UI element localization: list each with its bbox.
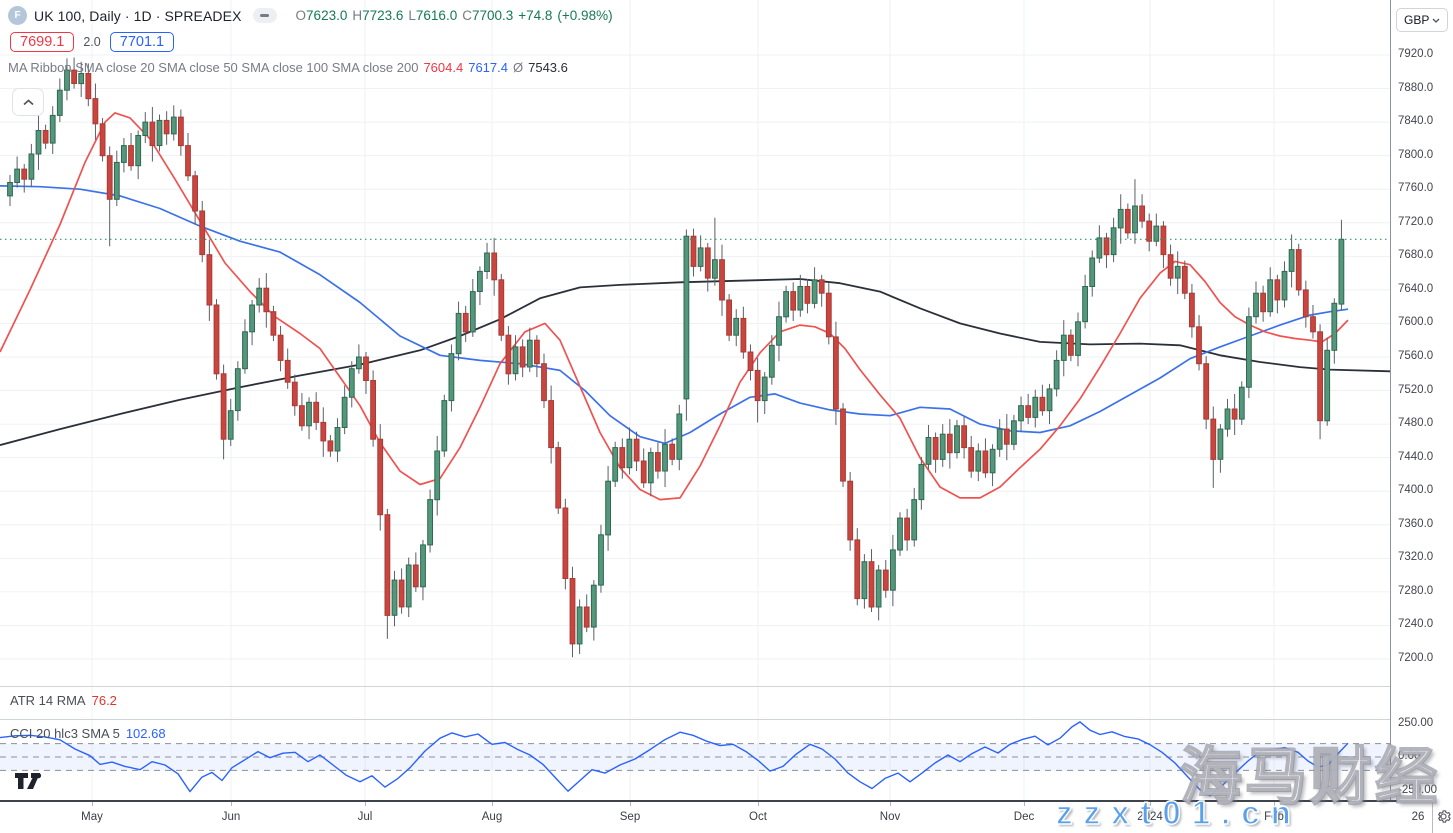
time-axis[interactable]: May Jun Jul Aug Sep Oct Nov Dec 2024 Feb 26 (0, 800, 1453, 833)
price-tick: 7680.0 (1398, 249, 1434, 262)
price-tick: 7440.0 (1398, 450, 1434, 463)
gear-icon (1437, 810, 1451, 823)
time-tick-label: Jul (357, 811, 373, 823)
currency-label: GBP (1404, 13, 1430, 27)
time-tick-label: Jun (221, 811, 241, 823)
price-tick: 7480.0 (1398, 417, 1434, 430)
tradingview-logo[interactable] (14, 772, 46, 790)
pane-separator-atr[interactable] (0, 686, 1390, 687)
average-symbol: Ø (512, 60, 524, 75)
cci-label: CCI 20 hlc3 SMA 5 (10, 726, 120, 741)
high-value: 7723.6 (362, 8, 404, 23)
low-value: 7616.0 (415, 8, 458, 23)
time-tick-mark (365, 802, 366, 806)
time-tick-label: 26 (1411, 811, 1425, 823)
time-tick-label: Nov (879, 811, 901, 823)
candlestick-chart-canvas[interactable] (0, 0, 1390, 800)
time-tick-label: Oct (749, 811, 767, 823)
price-tick: 7880.0 (1398, 81, 1434, 94)
time-tick-label: 2024 (1137, 811, 1163, 823)
collapse-legend-button[interactable] (12, 88, 44, 116)
price-tick: 7520.0 (1398, 383, 1434, 396)
price-tick: 7640.0 (1398, 282, 1434, 295)
cci-tick: 0.00 (1398, 750, 1421, 762)
symbol-logo: F (8, 6, 27, 25)
time-tick-label: Sep (619, 811, 641, 823)
price-tick: 7320.0 (1398, 551, 1434, 564)
price-tick: 7240.0 (1398, 618, 1434, 631)
chevron-up-icon (22, 98, 34, 105)
ma-ribbon-legend[interactable]: MA Ribbon SMA close 20 SMA close 50 SMA … (8, 60, 613, 75)
sma200-value: 7543.6 (528, 60, 568, 75)
price-axis[interactable]: GBP 7920.0 7880.0 7840.0 7800.0 7760.0 7720.0… (1390, 0, 1453, 800)
time-tick-mark (758, 802, 759, 806)
buy-price-button[interactable]: 7701.1 (109, 32, 175, 52)
time-tick-mark (492, 802, 493, 806)
time-tick-mark (890, 802, 891, 806)
cci-indicator-legend[interactable]: CCI 20 hlc3 SMA 5 102.68 (10, 726, 166, 741)
chart-legend: F UK 100, Daily · 1D · SPREADEX O7623.0 … (8, 6, 613, 75)
time-tick-mark (1150, 802, 1151, 806)
ohlc-values: O7623.0 H7723.6 L7616.0 C7700.3 +74.8 (+… (295, 8, 613, 23)
ma-ribbon-label: MA Ribbon SMA close 20 SMA close 50 SMA … (8, 60, 419, 75)
symbol-title[interactable]: UK 100, Daily · 1D · SPREADEX (34, 7, 242, 24)
hide-legend-button[interactable] (252, 8, 277, 23)
time-tick-label: Dec (1013, 811, 1035, 823)
atr-indicator-legend[interactable]: ATR 14 RMA 76.2 (10, 693, 117, 708)
cci-tick: -250.00 (1398, 783, 1438, 796)
axis-settings-button[interactable] (1432, 800, 1453, 833)
price-tick: 7720.0 (1398, 215, 1434, 228)
time-tick-mark (231, 802, 232, 806)
open-value: 7623.0 (306, 8, 348, 23)
pane-separator-cci[interactable] (0, 719, 1390, 720)
time-tick-mark (1274, 802, 1275, 806)
price-tick: 7600.0 (1398, 316, 1434, 329)
price-tick: 7400.0 (1398, 484, 1434, 497)
sma20-value: 7604.4 (423, 60, 464, 75)
cci-value: 102.68 (125, 726, 166, 741)
price-tick: 7760.0 (1398, 182, 1434, 195)
time-tick-mark (630, 802, 631, 806)
price-tick: 7280.0 (1398, 584, 1434, 597)
sell-price-button[interactable]: 7699.1 (10, 32, 75, 52)
time-tick-mark (92, 802, 93, 806)
time-tick-mark (1024, 802, 1025, 806)
chevron-down-icon (1432, 18, 1440, 23)
minus-icon (260, 14, 270, 17)
price-tick: 7560.0 (1398, 350, 1434, 362)
change-percent: (+0.98%) (557, 8, 613, 23)
atr-value: 76.2 (91, 693, 117, 708)
change-value: +74.8 (518, 8, 553, 23)
price-tick: 7840.0 (1398, 115, 1434, 128)
time-tick-label: May (81, 811, 103, 823)
time-tick-label: Feb (1264, 811, 1284, 823)
sma50-value: 7617.4 (468, 60, 508, 75)
atr-label: ATR 14 RMA (10, 693, 86, 708)
spread-value: 2.0 (83, 35, 101, 49)
time-tick-label: Aug (481, 811, 503, 823)
currency-selector-button[interactable]: GBP (1396, 8, 1448, 32)
close-value: 7700.3 (471, 8, 514, 23)
price-tick: 7800.0 (1398, 148, 1434, 161)
price-tick: 7200.0 (1398, 652, 1434, 664)
price-tick: 7360.0 (1398, 517, 1434, 530)
cci-tick: 250.00 (1398, 716, 1434, 729)
price-tick: 7920.0 (1398, 48, 1434, 60)
